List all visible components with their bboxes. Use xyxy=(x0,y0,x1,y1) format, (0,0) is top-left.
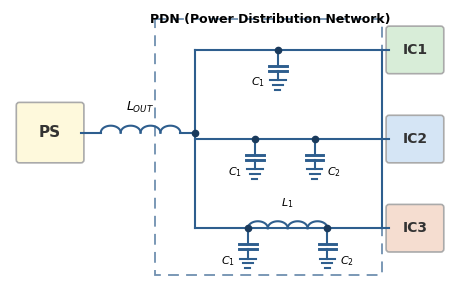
Text: PDN (Power Distribution Network): PDN (Power Distribution Network) xyxy=(150,13,390,26)
Bar xyxy=(155,19,382,275)
Text: IC2: IC2 xyxy=(402,132,428,146)
FancyBboxPatch shape xyxy=(386,26,444,74)
FancyBboxPatch shape xyxy=(16,102,84,163)
Text: $C_1$: $C_1$ xyxy=(228,165,242,179)
FancyBboxPatch shape xyxy=(386,204,444,252)
Text: $\mathit{L}_{OUT}$: $\mathit{L}_{OUT}$ xyxy=(127,100,155,115)
Text: $C_1$: $C_1$ xyxy=(251,76,265,90)
Text: $C_1$: $C_1$ xyxy=(221,254,235,268)
Text: IC1: IC1 xyxy=(402,43,428,57)
Text: PS: PS xyxy=(39,125,61,140)
Text: IC3: IC3 xyxy=(402,221,428,235)
Text: $C_2$: $C_2$ xyxy=(328,165,341,179)
Text: $C_2$: $C_2$ xyxy=(340,254,354,268)
Text: $L_1$: $L_1$ xyxy=(282,197,294,210)
FancyBboxPatch shape xyxy=(386,115,444,163)
